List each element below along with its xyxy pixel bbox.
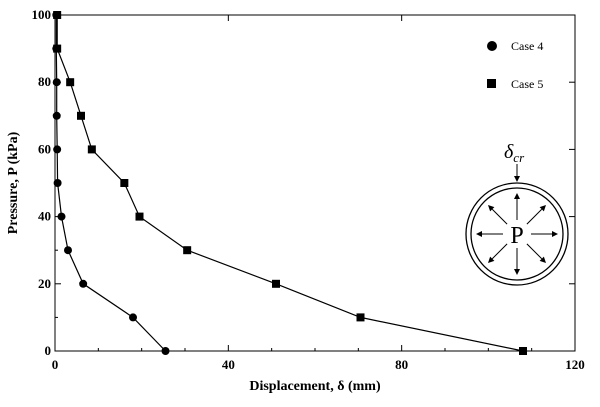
y-tick-label-40: 40 [38, 209, 51, 224]
y-tick-label-20: 20 [38, 276, 51, 291]
inset-pipe-outer [465, 182, 569, 286]
legend-marker-case-4 [487, 41, 497, 51]
inset-arrow-head-7 [539, 205, 546, 212]
series-line-case-4 [55, 15, 166, 352]
y-axis-label: Pressure, P (kPa) [6, 131, 21, 234]
inset-arrow-shaft-7 [526, 208, 543, 225]
inset-delta-subscript: cr [513, 150, 525, 165]
x-tick-label-120: 120 [565, 357, 585, 372]
point-case-5-0 [519, 347, 527, 355]
inset-pipe-inner [470, 187, 564, 281]
point-case-5-10 [53, 11, 62, 19]
inset-delta-symbol: δ [504, 141, 514, 163]
inset-pressure-arrows [476, 193, 558, 275]
point-case-4-4 [57, 212, 66, 221]
inset-arrow-head-0 [552, 231, 558, 237]
inset-arrow-head-1 [539, 256, 546, 263]
point-case-4-6 [53, 145, 62, 154]
tick-labels: 0 40 80 120 0 20 40 60 80 100 [32, 7, 585, 372]
series-markers [52, 11, 527, 355]
legend-label-case-5: Case 5 [511, 77, 543, 91]
inset-delta-label: δcr [504, 141, 525, 165]
pipe-inset-diagram: δcr P [465, 141, 569, 286]
point-case-5-4 [135, 212, 144, 221]
inset-top-arrow-head [514, 176, 520, 182]
axis-ticks [54, 14, 576, 352]
point-case-5-2 [272, 279, 280, 288]
inset-arrow-shaft-3 [491, 243, 508, 260]
plot-frame [54, 14, 576, 352]
y-tick-label-80: 80 [38, 74, 51, 89]
point-case-5-6 [87, 145, 96, 154]
point-case-4-0 [161, 347, 170, 355]
point-case-4-1 [129, 313, 137, 322]
x-tick-label-40: 40 [222, 357, 235, 372]
point-case-4-2 [79, 279, 88, 288]
x-axis-label: Displacement, δ (mm) [249, 379, 381, 394]
inset-arrow-head-6 [514, 193, 520, 199]
y-tick-label-100: 100 [32, 7, 52, 22]
inset-arrow-shaft-5 [491, 208, 508, 225]
x-tick-label-80: 80 [395, 357, 408, 372]
point-case-4-5 [53, 179, 62, 187]
point-case-5-1 [356, 313, 365, 322]
point-case-5-3 [183, 246, 192, 255]
x-tick-label-0: 0 [52, 357, 59, 372]
inset-arrow-head-3 [488, 256, 495, 263]
inset-arrow-head-2 [514, 269, 520, 275]
legend-marker-case-5 [487, 79, 496, 88]
point-case-5-5 [120, 179, 129, 187]
point-case-4-3 [64, 246, 72, 255]
inset-pressure-label: P [510, 223, 523, 249]
legend: Case 4 Case 5 [487, 39, 543, 91]
y-tick-label-0: 0 [45, 343, 52, 358]
inset-arrow-head-5 [488, 205, 495, 212]
point-case-5-7 [77, 111, 85, 120]
legend-label-case-4: Case 4 [511, 39, 543, 53]
point-case-5-9 [53, 44, 62, 53]
point-case-4-7 [52, 111, 61, 120]
point-case-5-8 [66, 78, 75, 87]
point-case-4-8 [52, 78, 61, 87]
inset-arrow-head-4 [476, 231, 482, 237]
y-tick-label-60: 60 [38, 141, 51, 156]
inset-arrow-shaft-1 [526, 243, 543, 260]
